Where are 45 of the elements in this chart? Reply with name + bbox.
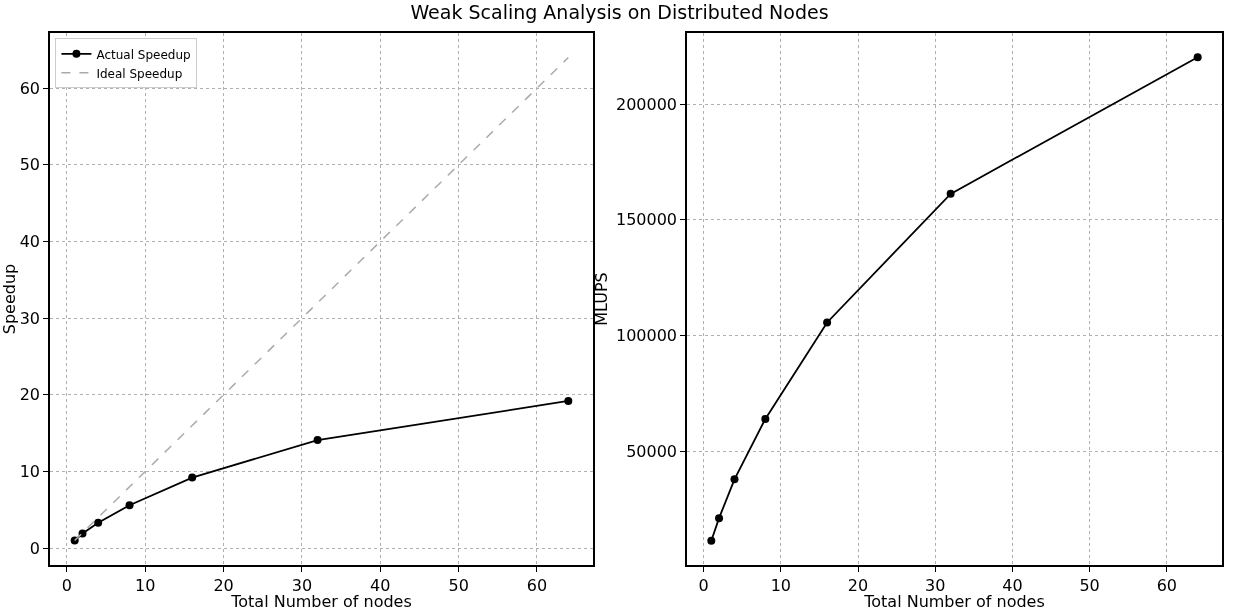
y-tick-label: 50000	[626, 441, 678, 461]
point	[761, 414, 770, 423]
x-tick-label: 0	[698, 575, 709, 595]
x-axis-title: Total Number of nodes	[863, 592, 1045, 611]
point	[188, 473, 197, 482]
y-axis-title: Speedup	[0, 263, 19, 335]
x-tick-label: 50	[448, 575, 469, 595]
x-tick-label: 20	[213, 575, 234, 595]
chart-title: Weak Scaling Analysis on Distributed Nodes	[410, 1, 829, 24]
y-tick-label: 30	[19, 308, 41, 328]
y-tick-label: 20	[19, 385, 41, 405]
y-tick-label: 10	[19, 462, 41, 482]
y-tick-label: 200000	[615, 94, 678, 114]
y-tick-label: 40	[19, 232, 41, 252]
y-axis-title: MLUPS	[592, 272, 612, 326]
point	[94, 518, 103, 527]
x-tick-label: 20	[847, 575, 869, 595]
x-tick-label: 0	[61, 575, 72, 595]
y-tick-label: 100000	[615, 326, 678, 346]
point	[707, 536, 716, 545]
x-tick-label: 40	[370, 575, 391, 595]
x-tick-label: 60	[1156, 575, 1177, 595]
x-tick-label: 30	[925, 575, 946, 595]
x-tick-label: 30	[291, 575, 313, 595]
point	[313, 436, 322, 445]
point	[823, 318, 832, 327]
point	[946, 189, 955, 198]
y-tick-label: 150000	[615, 210, 678, 230]
point	[125, 501, 134, 510]
x-tick-label: 50	[1079, 575, 1100, 595]
point	[730, 475, 739, 484]
point	[564, 396, 573, 405]
legend-label: Ideal Speedup	[96, 66, 183, 81]
x-tick-label: 60	[526, 575, 548, 595]
y-tick-label: 50	[19, 155, 41, 175]
x-axis-title: Total Number of nodes	[230, 592, 412, 611]
legend-label: Actual Speedup	[96, 47, 191, 62]
point	[1193, 53, 1202, 62]
x-tick-label: 10	[770, 575, 791, 595]
point	[715, 514, 724, 523]
y-tick-label: 0	[29, 538, 41, 558]
x-tick-label: 40	[1002, 575, 1023, 595]
point	[78, 529, 87, 538]
y-tick-label: 60	[19, 78, 41, 98]
x-tick-label: 10	[135, 575, 156, 595]
